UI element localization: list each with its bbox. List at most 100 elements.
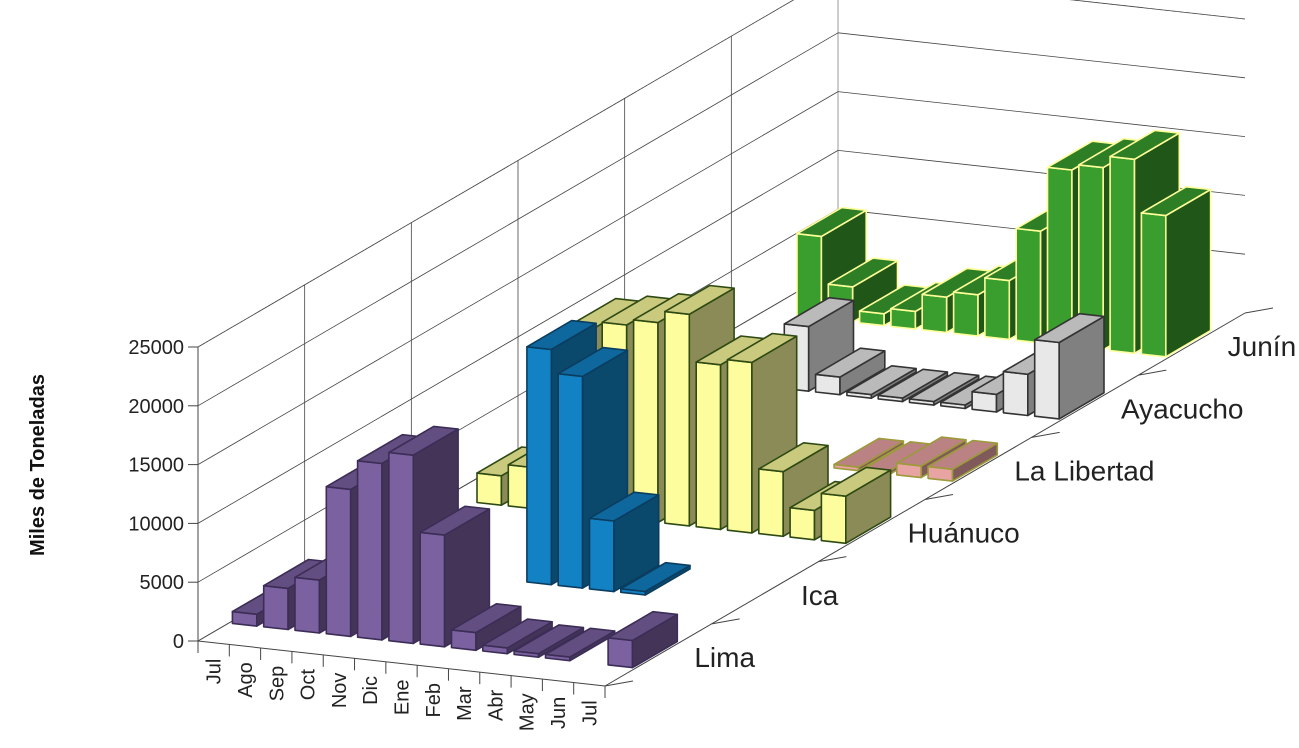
x-tick-label: May xyxy=(517,693,539,731)
bar-front xyxy=(984,277,1011,341)
x-tick-label: Sep xyxy=(266,666,288,702)
bar-front xyxy=(356,459,383,641)
y-tick-label: 5000 xyxy=(140,572,185,594)
series-Ayacucho xyxy=(783,296,1105,420)
series-label: Huánuco xyxy=(908,518,1020,549)
bar-top xyxy=(877,368,949,399)
floor-front-edge xyxy=(197,640,606,687)
bar-top xyxy=(1033,312,1105,344)
series-Lima xyxy=(231,425,679,669)
bar-front xyxy=(476,472,503,507)
bar-top xyxy=(827,257,899,288)
bar-top xyxy=(588,491,660,522)
bar-side xyxy=(1165,188,1212,358)
bar-front xyxy=(419,531,446,648)
bar-top xyxy=(814,347,886,378)
bar xyxy=(544,627,616,662)
x-tick-label: Abr xyxy=(485,690,507,721)
bar-front xyxy=(1002,370,1029,417)
series-Ica xyxy=(526,319,691,596)
bar-front xyxy=(588,517,615,593)
series-tick-mark xyxy=(711,618,740,625)
bar-front xyxy=(1109,155,1136,355)
bar-top xyxy=(846,364,917,396)
bar-front xyxy=(726,358,753,534)
bar-front xyxy=(294,576,321,634)
gridline-back-15000 xyxy=(837,91,1246,137)
series-label: Lima xyxy=(694,642,755,673)
bar-top xyxy=(908,371,980,403)
series-tick-mark xyxy=(924,494,954,500)
bar-top xyxy=(820,466,892,498)
bar xyxy=(1033,312,1105,420)
series-axis: Lima Ica Huánuco La Libertad Ayacucho Junín xyxy=(694,331,1296,673)
series-label: Junín xyxy=(1228,331,1297,362)
x-tick-label: Oct xyxy=(298,669,320,701)
x-tick-label: Dic xyxy=(360,676,382,705)
bar-front xyxy=(952,291,979,337)
bar-top xyxy=(557,346,629,378)
series-tick-mark xyxy=(1244,307,1274,314)
series-tick-mark xyxy=(818,556,847,563)
x-tick-label: Jun xyxy=(548,697,570,729)
bar-top xyxy=(513,624,585,655)
series-label: Ica xyxy=(801,580,839,611)
bar-top xyxy=(833,437,905,469)
x-tick-label: Nov xyxy=(329,673,351,709)
bar-front xyxy=(757,468,785,538)
bar-front xyxy=(695,361,722,531)
y-tick-label: 0 xyxy=(173,631,184,653)
bar-top xyxy=(481,618,553,649)
bar xyxy=(513,624,585,659)
gridline-back-25000 xyxy=(1069,0,1246,20)
bar-top xyxy=(1140,186,1212,217)
bar-top xyxy=(526,319,597,351)
bar xyxy=(814,347,886,396)
x-tick-label: Mar xyxy=(454,686,476,721)
bar-top xyxy=(388,425,459,457)
bar-top xyxy=(1109,129,1181,161)
bar-front xyxy=(1140,212,1167,358)
bar-top xyxy=(619,561,691,593)
bar-front xyxy=(820,492,847,545)
series-tick-mark xyxy=(604,680,634,687)
bar-top xyxy=(664,284,735,316)
bar xyxy=(833,437,905,472)
bar-top xyxy=(895,436,967,467)
x-tick-label: Ene xyxy=(392,680,414,716)
bar-front xyxy=(921,293,948,334)
bar xyxy=(588,491,660,593)
series-Junín xyxy=(796,129,1212,358)
bar xyxy=(450,602,522,652)
bar-top xyxy=(783,296,855,328)
series-tick-mark xyxy=(1031,431,1060,438)
bar-front xyxy=(557,372,584,589)
bar xyxy=(419,505,491,648)
bar-front xyxy=(789,506,816,541)
series-label: La Libertad xyxy=(1014,455,1154,486)
y-tick-label: 25000 xyxy=(128,337,184,359)
bar-front xyxy=(325,485,352,638)
bar-top xyxy=(757,441,829,473)
bar-front xyxy=(388,451,415,645)
gridline-back-20000 xyxy=(837,32,1246,79)
bar-front xyxy=(1015,227,1042,344)
bar-top xyxy=(544,627,616,658)
bar xyxy=(481,618,553,655)
bar-front xyxy=(1033,338,1060,420)
bar xyxy=(908,371,980,406)
back-wall-top xyxy=(1068,0,1246,20)
bar xyxy=(846,364,917,400)
bar-top xyxy=(419,505,491,536)
y-axis-title: Miles de Toneladas xyxy=(27,374,49,556)
bar-front xyxy=(664,310,691,527)
y-axis: 0 5000 10000 15000 20000 25000 xyxy=(128,337,198,653)
bar xyxy=(1140,186,1212,358)
bar-top xyxy=(726,332,798,364)
series-label: Ayacucho xyxy=(1121,393,1243,424)
bar xyxy=(877,368,949,403)
x-tick-label: Jul xyxy=(579,700,601,726)
bar-top xyxy=(450,602,522,634)
